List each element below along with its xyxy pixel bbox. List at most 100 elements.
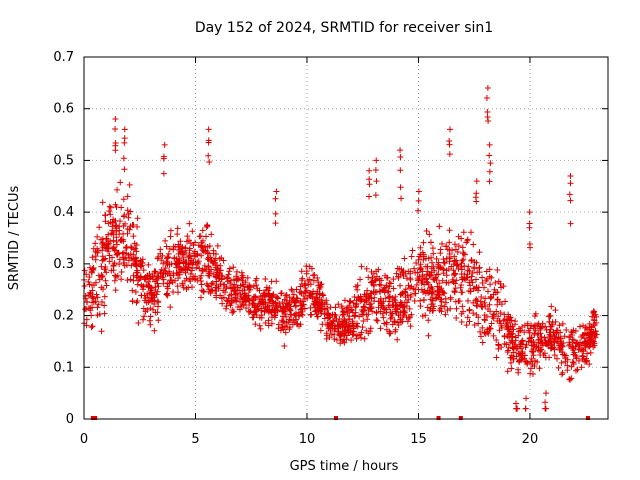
data-point [473,302,480,309]
data-point [442,299,449,306]
data-point [458,282,465,289]
data-point [348,327,355,334]
data-point [574,366,581,373]
data-point [343,306,350,313]
data-point [182,244,189,251]
data-point [395,311,402,318]
data-point [401,307,408,314]
data-point [492,279,499,286]
data-point [505,347,512,354]
data-point [513,400,520,407]
data-point [348,337,355,344]
data-point [189,228,196,235]
data-point [585,331,592,338]
data-point [515,328,522,335]
data-point [176,269,183,276]
data-point [170,289,177,296]
data-point [189,284,196,291]
data-point [405,314,412,321]
data-point [586,324,593,331]
data-point [509,322,516,329]
data-point [154,275,161,282]
data-point [148,295,155,302]
data-point [219,300,226,307]
data-point [164,290,171,297]
data-point [160,170,167,177]
data-point [315,313,322,320]
data-point [94,294,101,301]
data-point [205,139,212,146]
data-point [324,315,331,322]
data-point [376,288,383,295]
data-point [197,294,204,301]
data-point [92,256,99,263]
data-point [214,266,221,273]
data-point [266,299,273,306]
data-point [142,295,149,302]
data-point [116,256,123,263]
data-point [549,321,556,328]
data-point [198,281,205,288]
data-point [446,141,453,148]
data-point [121,139,128,146]
y-tick-label: 0.5 [53,153,74,168]
data-point [393,270,400,277]
data-point [543,341,550,348]
data-point [395,322,402,329]
data-point [523,395,530,402]
data-point [282,329,289,336]
data-point [274,294,281,301]
y-tick-label: 0.1 [53,360,74,375]
data-point [558,359,565,366]
data-point [487,293,494,300]
data-point [96,224,103,231]
data-point [367,325,374,332]
data-point [553,338,560,345]
data-point [187,278,194,285]
data-point [249,314,256,321]
data-point [204,255,211,262]
data-point [422,312,429,319]
data-point [103,269,110,276]
data-point [125,214,132,221]
data-point [399,290,406,297]
data-point [197,275,204,282]
data-point [133,257,140,264]
data-point [582,339,589,346]
data-point [170,272,177,279]
data-point [467,282,474,289]
data-point [397,282,404,289]
data-point [546,312,553,319]
data-point [459,250,466,257]
data-point [195,258,202,265]
data-point [245,286,252,293]
data-point [317,283,324,290]
data-point [123,262,130,269]
data-point [479,274,486,281]
data-point [161,141,168,148]
data-point [101,266,108,273]
data-point [526,224,533,231]
data-point [363,327,370,334]
data-point [130,233,137,240]
data-point [166,245,173,252]
data-point [213,282,220,289]
data-point [587,349,594,356]
data-point [443,267,450,274]
points-layer [81,85,600,420]
zero-value-marker [333,416,338,420]
data-point [293,316,300,323]
data-point [112,126,119,133]
data-point [301,305,308,312]
data-point [185,237,192,244]
data-point [497,280,504,287]
y-tick-label: 0.6 [53,102,74,117]
data-point [140,267,147,274]
data-point [471,322,478,329]
data-point [472,276,479,283]
data-point [291,299,298,306]
data-point [444,307,451,314]
data-point [263,284,270,291]
data-point [399,318,406,325]
